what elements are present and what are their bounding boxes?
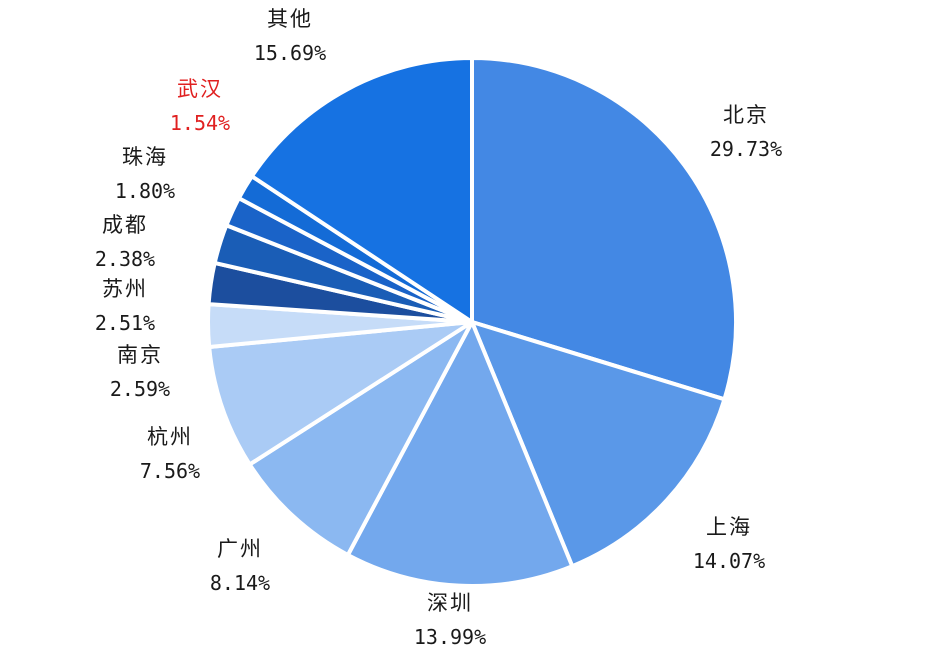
- slice-percent: 7.56%: [139, 459, 201, 483]
- slice-label-8: 珠海 1.80%: [115, 140, 175, 208]
- slice-label-6: 苏州 2.51%: [95, 272, 155, 340]
- slice-label-7: 成都 2.38%: [95, 208, 155, 276]
- slice-name: 杭州: [147, 425, 193, 449]
- slice-percent: 2.59%: [109, 377, 171, 401]
- slice-percent: 14.07%: [692, 549, 766, 573]
- slice-label-3: 广州 8.14%: [210, 532, 270, 600]
- slice-label-10: 其他 15.69%: [254, 2, 326, 70]
- slice-label-5: 南京 2.59%: [110, 338, 170, 406]
- slice-percent: 1.80%: [114, 179, 176, 203]
- slice-percent: 29.73%: [709, 137, 783, 161]
- slice-name: 南京: [117, 343, 163, 367]
- slice-percent: 8.14%: [209, 571, 271, 595]
- slice-name: 珠海: [122, 145, 168, 169]
- slice-name: 上海: [706, 515, 752, 539]
- slice-label-9: 武汉 1.54%: [170, 72, 230, 140]
- slice-label-1: 上海 14.07%: [693, 510, 765, 578]
- pie-slice-0: [470, 56, 738, 402]
- slice-label-0: 北京 29.73%: [710, 98, 782, 166]
- slice-percent: 15.69%: [253, 41, 327, 65]
- slice-percent: 2.51%: [94, 311, 156, 335]
- pie-slice-1: [470, 320, 727, 569]
- slice-percent: 13.99%: [413, 625, 487, 649]
- pie-slices: [206, 56, 738, 588]
- pie-slice-3: [247, 320, 474, 557]
- pie-slice-10: [249, 56, 474, 324]
- slice-name: 苏州: [102, 277, 148, 301]
- slice-percent: 2.38%: [94, 247, 156, 271]
- slice-name: 广州: [217, 537, 263, 561]
- pie-slice-2: [345, 320, 575, 588]
- slice-name: 武汉: [177, 77, 223, 101]
- slice-name: 其他: [267, 7, 313, 31]
- slice-label-2: 深圳 13.99%: [414, 586, 486, 654]
- slice-name: 深圳: [427, 591, 473, 615]
- slice-label-4: 杭州 7.56%: [140, 420, 200, 488]
- slice-name: 北京: [723, 103, 769, 127]
- pie-slice-4: [207, 320, 474, 467]
- slice-percent: 1.54%: [169, 111, 231, 135]
- slice-name: 成都: [102, 213, 148, 237]
